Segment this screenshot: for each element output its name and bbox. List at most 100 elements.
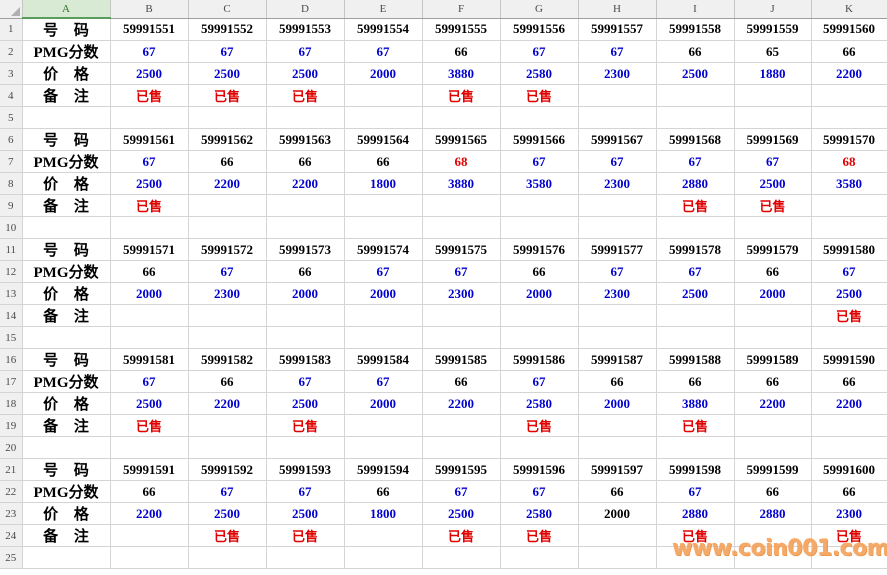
cell-B8[interactable]: 2500 xyxy=(110,172,189,195)
cell-H17[interactable]: 66 xyxy=(578,370,657,393)
cell-H4[interactable] xyxy=(578,84,657,107)
cell-C1[interactable]: 59991552 xyxy=(188,18,267,41)
cell-B10[interactable] xyxy=(110,216,189,239)
cell-B13[interactable]: 2000 xyxy=(110,282,189,305)
cell-C13[interactable]: 2300 xyxy=(188,282,267,305)
row-header-12[interactable]: 12 xyxy=(0,260,23,283)
cell-C18[interactable]: 2200 xyxy=(188,392,267,415)
cell-D11[interactable]: 59991573 xyxy=(266,238,345,261)
cell-A18[interactable]: 价 格 xyxy=(21,392,111,415)
cell-A25[interactable] xyxy=(21,546,111,569)
cell-J2[interactable]: 65 xyxy=(734,40,812,63)
cell-I6[interactable]: 59991568 xyxy=(656,128,735,151)
cell-A13[interactable]: 价 格 xyxy=(21,282,111,305)
cell-K24[interactable]: 已售 xyxy=(811,524,887,547)
cell-K22[interactable]: 66 xyxy=(811,480,887,503)
cell-I3[interactable]: 2500 xyxy=(656,62,735,85)
cell-A11[interactable]: 号 码 xyxy=(21,238,111,261)
cell-F25[interactable] xyxy=(422,546,501,569)
cell-F9[interactable] xyxy=(422,194,501,217)
cell-B3[interactable]: 2500 xyxy=(110,62,189,85)
cell-A10[interactable] xyxy=(21,216,111,239)
cell-J1[interactable]: 59991559 xyxy=(734,18,812,41)
cell-K8[interactable]: 3580 xyxy=(811,172,887,195)
cell-C6[interactable]: 59991562 xyxy=(188,128,267,151)
cell-G20[interactable] xyxy=(500,436,579,459)
cell-F19[interactable] xyxy=(422,414,501,437)
cell-F21[interactable]: 59991595 xyxy=(422,458,501,481)
cell-I10[interactable] xyxy=(656,216,735,239)
row-header-17[interactable]: 17 xyxy=(0,370,23,393)
row-header-24[interactable]: 24 xyxy=(0,524,23,547)
cell-G14[interactable] xyxy=(500,304,579,327)
cell-D22[interactable]: 67 xyxy=(266,480,345,503)
cell-I24[interactable]: 已售 xyxy=(656,524,735,547)
cell-K9[interactable] xyxy=(811,194,887,217)
cell-E12[interactable]: 67 xyxy=(344,260,423,283)
cell-K5[interactable] xyxy=(811,106,887,129)
column-header-C[interactable]: C xyxy=(188,0,267,19)
cell-A20[interactable] xyxy=(21,436,111,459)
cell-J11[interactable]: 59991579 xyxy=(734,238,812,261)
cell-H18[interactable]: 2000 xyxy=(578,392,657,415)
cell-K13[interactable]: 2500 xyxy=(811,282,887,305)
cell-C12[interactable]: 67 xyxy=(188,260,267,283)
cell-C3[interactable]: 2500 xyxy=(188,62,267,85)
column-header-I[interactable]: I xyxy=(656,0,735,19)
cell-D25[interactable] xyxy=(266,546,345,569)
cell-G9[interactable] xyxy=(500,194,579,217)
cell-K16[interactable]: 59991590 xyxy=(811,348,887,371)
cell-I22[interactable]: 67 xyxy=(656,480,735,503)
cell-H24[interactable] xyxy=(578,524,657,547)
cell-J8[interactable]: 2500 xyxy=(734,172,812,195)
cell-D20[interactable] xyxy=(266,436,345,459)
cell-B11[interactable]: 59991571 xyxy=(110,238,189,261)
cell-G1[interactable]: 59991556 xyxy=(500,18,579,41)
cell-K10[interactable] xyxy=(811,216,887,239)
cell-D5[interactable] xyxy=(266,106,345,129)
cell-E4[interactable] xyxy=(344,84,423,107)
cell-B12[interactable]: 66 xyxy=(110,260,189,283)
cell-K14[interactable]: 已售 xyxy=(811,304,887,327)
cell-F6[interactable]: 59991565 xyxy=(422,128,501,151)
cell-J9[interactable]: 已售 xyxy=(734,194,812,217)
row-header-20[interactable]: 20 xyxy=(0,436,23,459)
cell-E3[interactable]: 2000 xyxy=(344,62,423,85)
cell-H15[interactable] xyxy=(578,326,657,349)
cell-I19[interactable]: 已售 xyxy=(656,414,735,437)
cell-F22[interactable]: 67 xyxy=(422,480,501,503)
cell-K7[interactable]: 68 xyxy=(811,150,887,173)
cell-I20[interactable] xyxy=(656,436,735,459)
row-header-22[interactable]: 22 xyxy=(0,480,23,503)
cell-H6[interactable]: 59991567 xyxy=(578,128,657,151)
cell-E9[interactable] xyxy=(344,194,423,217)
cell-C7[interactable]: 66 xyxy=(188,150,267,173)
cell-E6[interactable]: 59991564 xyxy=(344,128,423,151)
cell-E17[interactable]: 67 xyxy=(344,370,423,393)
cell-J15[interactable] xyxy=(734,326,812,349)
row-header-11[interactable]: 11 xyxy=(0,238,23,261)
cell-F13[interactable]: 2300 xyxy=(422,282,501,305)
cell-C23[interactable]: 2500 xyxy=(188,502,267,525)
cell-H11[interactable]: 59991577 xyxy=(578,238,657,261)
cell-G3[interactable]: 2580 xyxy=(500,62,579,85)
cell-G18[interactable]: 2580 xyxy=(500,392,579,415)
cell-H1[interactable]: 59991557 xyxy=(578,18,657,41)
cell-C24[interactable]: 已售 xyxy=(188,524,267,547)
cell-D8[interactable]: 2200 xyxy=(266,172,345,195)
cell-E8[interactable]: 1800 xyxy=(344,172,423,195)
cell-H2[interactable]: 67 xyxy=(578,40,657,63)
cell-K3[interactable]: 2200 xyxy=(811,62,887,85)
cell-F1[interactable]: 59991555 xyxy=(422,18,501,41)
cell-D24[interactable]: 已售 xyxy=(266,524,345,547)
cell-E25[interactable] xyxy=(344,546,423,569)
cell-I7[interactable]: 67 xyxy=(656,150,735,173)
row-header-6[interactable]: 6 xyxy=(0,128,23,151)
cell-D7[interactable]: 66 xyxy=(266,150,345,173)
cell-J19[interactable] xyxy=(734,414,812,437)
cell-D3[interactable]: 2500 xyxy=(266,62,345,85)
cell-I1[interactable]: 59991558 xyxy=(656,18,735,41)
cell-B19[interactable]: 已售 xyxy=(110,414,189,437)
row-header-16[interactable]: 16 xyxy=(0,348,23,371)
cell-I11[interactable]: 59991578 xyxy=(656,238,735,261)
